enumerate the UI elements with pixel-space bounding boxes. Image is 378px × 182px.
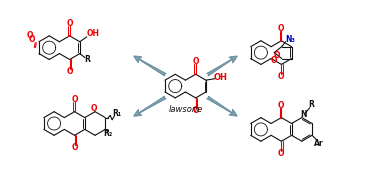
- Text: O: O: [26, 31, 33, 40]
- Text: O: O: [278, 101, 285, 110]
- Text: N₃: N₃: [286, 35, 296, 44]
- Text: O: O: [278, 149, 285, 158]
- Text: O: O: [274, 51, 280, 60]
- Text: O: O: [192, 58, 199, 66]
- Text: OH: OH: [86, 29, 99, 38]
- Text: R: R: [309, 100, 314, 109]
- Text: O: O: [71, 95, 78, 104]
- Text: O: O: [67, 67, 73, 76]
- Text: Ar: Ar: [314, 139, 324, 148]
- Text: O: O: [28, 35, 35, 44]
- Text: O: O: [278, 24, 285, 33]
- Text: R₂: R₂: [104, 129, 113, 138]
- Text: lawsone: lawsone: [168, 105, 203, 114]
- Text: O: O: [192, 106, 199, 115]
- Text: N: N: [301, 110, 307, 119]
- Text: O: O: [71, 143, 78, 152]
- Text: O: O: [271, 56, 277, 65]
- Text: R: R: [84, 55, 90, 64]
- Text: OH: OH: [214, 73, 228, 82]
- Text: O: O: [91, 104, 97, 113]
- Text: R₁: R₁: [112, 109, 122, 118]
- Text: O: O: [278, 72, 285, 81]
- Text: O: O: [67, 19, 73, 28]
